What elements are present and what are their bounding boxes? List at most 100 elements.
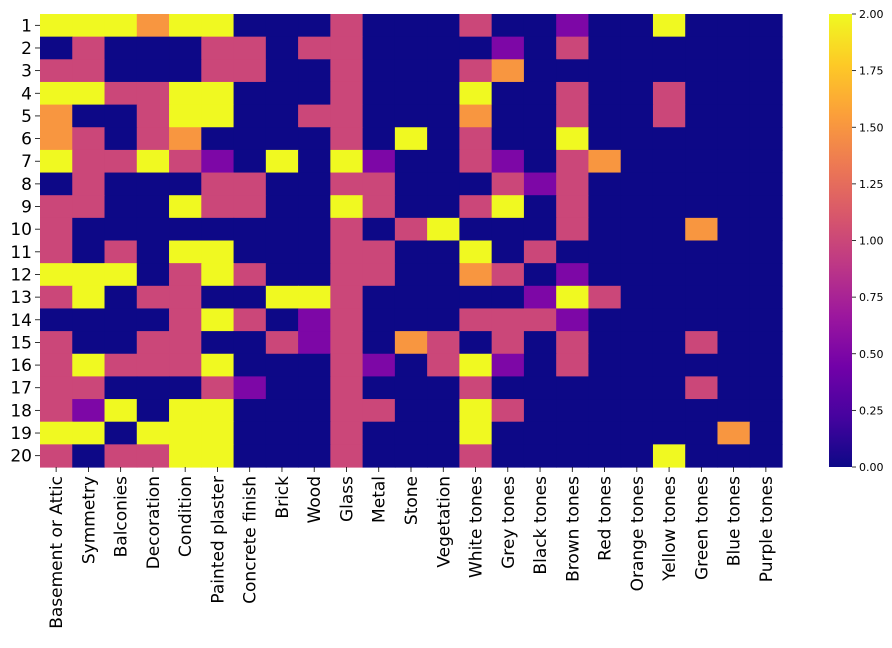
- heatmap-cell: [620, 399, 654, 423]
- heatmap-cell: [72, 81, 106, 106]
- heatmap-cell: [588, 127, 622, 151]
- heatmap-cell: [169, 421, 202, 445]
- heatmap-cell: [298, 81, 331, 106]
- heatmap-cell: [136, 81, 170, 106]
- heatmap-cell: [362, 14, 396, 38]
- heatmap-cell: [40, 172, 73, 196]
- y-tick-label: 12: [10, 265, 32, 285]
- heatmap-cell: [717, 353, 751, 377]
- heatmap-cell: [427, 104, 460, 128]
- heatmap-cell: [749, 195, 783, 219]
- heatmap-cell: [394, 331, 428, 355]
- heatmap-cell: [394, 127, 428, 151]
- heatmap-cell: [556, 399, 590, 423]
- heatmap-cell: [298, 59, 331, 83]
- heatmap-cell: [201, 285, 235, 310]
- heatmap-cell: [717, 104, 751, 128]
- y-tick-label: 20: [10, 447, 32, 467]
- heatmap-cell: [330, 263, 364, 287]
- heatmap-cell: [201, 263, 235, 287]
- heatmap-cell: [233, 376, 267, 400]
- heatmap-cell: [685, 14, 719, 38]
- heatmap-cell: [362, 104, 396, 128]
- heatmap-cell: [394, 14, 428, 38]
- heatmap-cell: [427, 195, 460, 219]
- heatmap-cell: [169, 399, 202, 423]
- heatmap-cell: [72, 376, 106, 400]
- heatmap-cell: [169, 14, 202, 38]
- heatmap-cell: [491, 308, 525, 332]
- heatmap-cell: [72, 353, 106, 377]
- heatmap-cell: [72, 195, 106, 219]
- heatmap-cell: [523, 81, 557, 106]
- heatmap-cell: [298, 36, 331, 60]
- heatmap-cell: [362, 59, 396, 83]
- heatmap-cell: [298, 444, 331, 468]
- heatmap-cell: [620, 353, 654, 377]
- heatmap-cell: [523, 14, 557, 38]
- heatmap-cell: [265, 104, 299, 128]
- heatmap-cell: [491, 127, 525, 151]
- heatmap-cell: [362, 376, 396, 400]
- y-tick-label: 7: [21, 152, 32, 172]
- heatmap-cell: [104, 285, 138, 310]
- heatmap-cell: [104, 195, 138, 219]
- heatmap-cell: [588, 421, 622, 445]
- heatmap-cell: [136, 308, 170, 332]
- heatmap-cell: [233, 217, 267, 242]
- heatmap-cell: [394, 353, 428, 377]
- heatmap-cell: [491, 240, 525, 264]
- heatmap-cell: [620, 172, 654, 196]
- heatmap-cell: [72, 14, 106, 38]
- heatmap-cell: [459, 104, 493, 128]
- heatmap-cell: [362, 331, 396, 355]
- heatmap-cell: [588, 195, 622, 219]
- heatmap-cell: [749, 81, 783, 106]
- heatmap-cell: [233, 421, 267, 445]
- heatmap-cell: [685, 421, 719, 445]
- heatmap-cell: [459, 399, 493, 423]
- heatmap-cell: [459, 195, 493, 219]
- heatmap-cell: [169, 240, 202, 264]
- heatmap-cell: [201, 81, 235, 106]
- heatmap-cell: [685, 195, 719, 219]
- heatmap-cell: [620, 104, 654, 128]
- heatmap-cell: [72, 308, 106, 332]
- heatmap-cell: [749, 399, 783, 423]
- y-tick-label: 8: [21, 175, 32, 195]
- heatmap-cell: [169, 59, 202, 83]
- heatmap-cell: [136, 421, 170, 445]
- heatmap-cell: [523, 36, 557, 60]
- heatmap-cell: [233, 444, 267, 468]
- heatmap-cell: [620, 217, 654, 242]
- heatmap-cell: [588, 399, 622, 423]
- heatmap-cell: [459, 308, 493, 332]
- heatmap-cell: [491, 14, 525, 38]
- heatmap-cell: [588, 149, 622, 174]
- heatmap-cell: [72, 59, 106, 83]
- heatmap-cell: [330, 285, 364, 310]
- heatmap-cell: [104, 149, 138, 174]
- heatmap-cell: [491, 376, 525, 400]
- heatmap-cell: [717, 36, 751, 60]
- heatmap-cell: [265, 59, 299, 83]
- x-tick-label: Basement or Attic: [47, 476, 67, 629]
- heatmap-cell: [362, 240, 396, 264]
- heatmap-cell: [523, 308, 557, 332]
- heatmap-cell: [233, 149, 267, 174]
- heatmap-cell: [394, 421, 428, 445]
- heatmap-cell: [459, 36, 493, 60]
- heatmap-cell: [104, 172, 138, 196]
- heatmap-cell: [652, 308, 686, 332]
- heatmap-cell: [233, 127, 267, 151]
- heatmap-cell: [523, 331, 557, 355]
- heatmap-cell: [136, 353, 170, 377]
- heatmap-cell: [523, 399, 557, 423]
- x-tick-label: Concrete finish: [241, 476, 261, 604]
- heatmap-cell: [104, 240, 138, 264]
- heatmap-cell: [265, 217, 299, 242]
- heatmap-cell: [362, 444, 396, 468]
- heatmap-cell: [749, 217, 783, 242]
